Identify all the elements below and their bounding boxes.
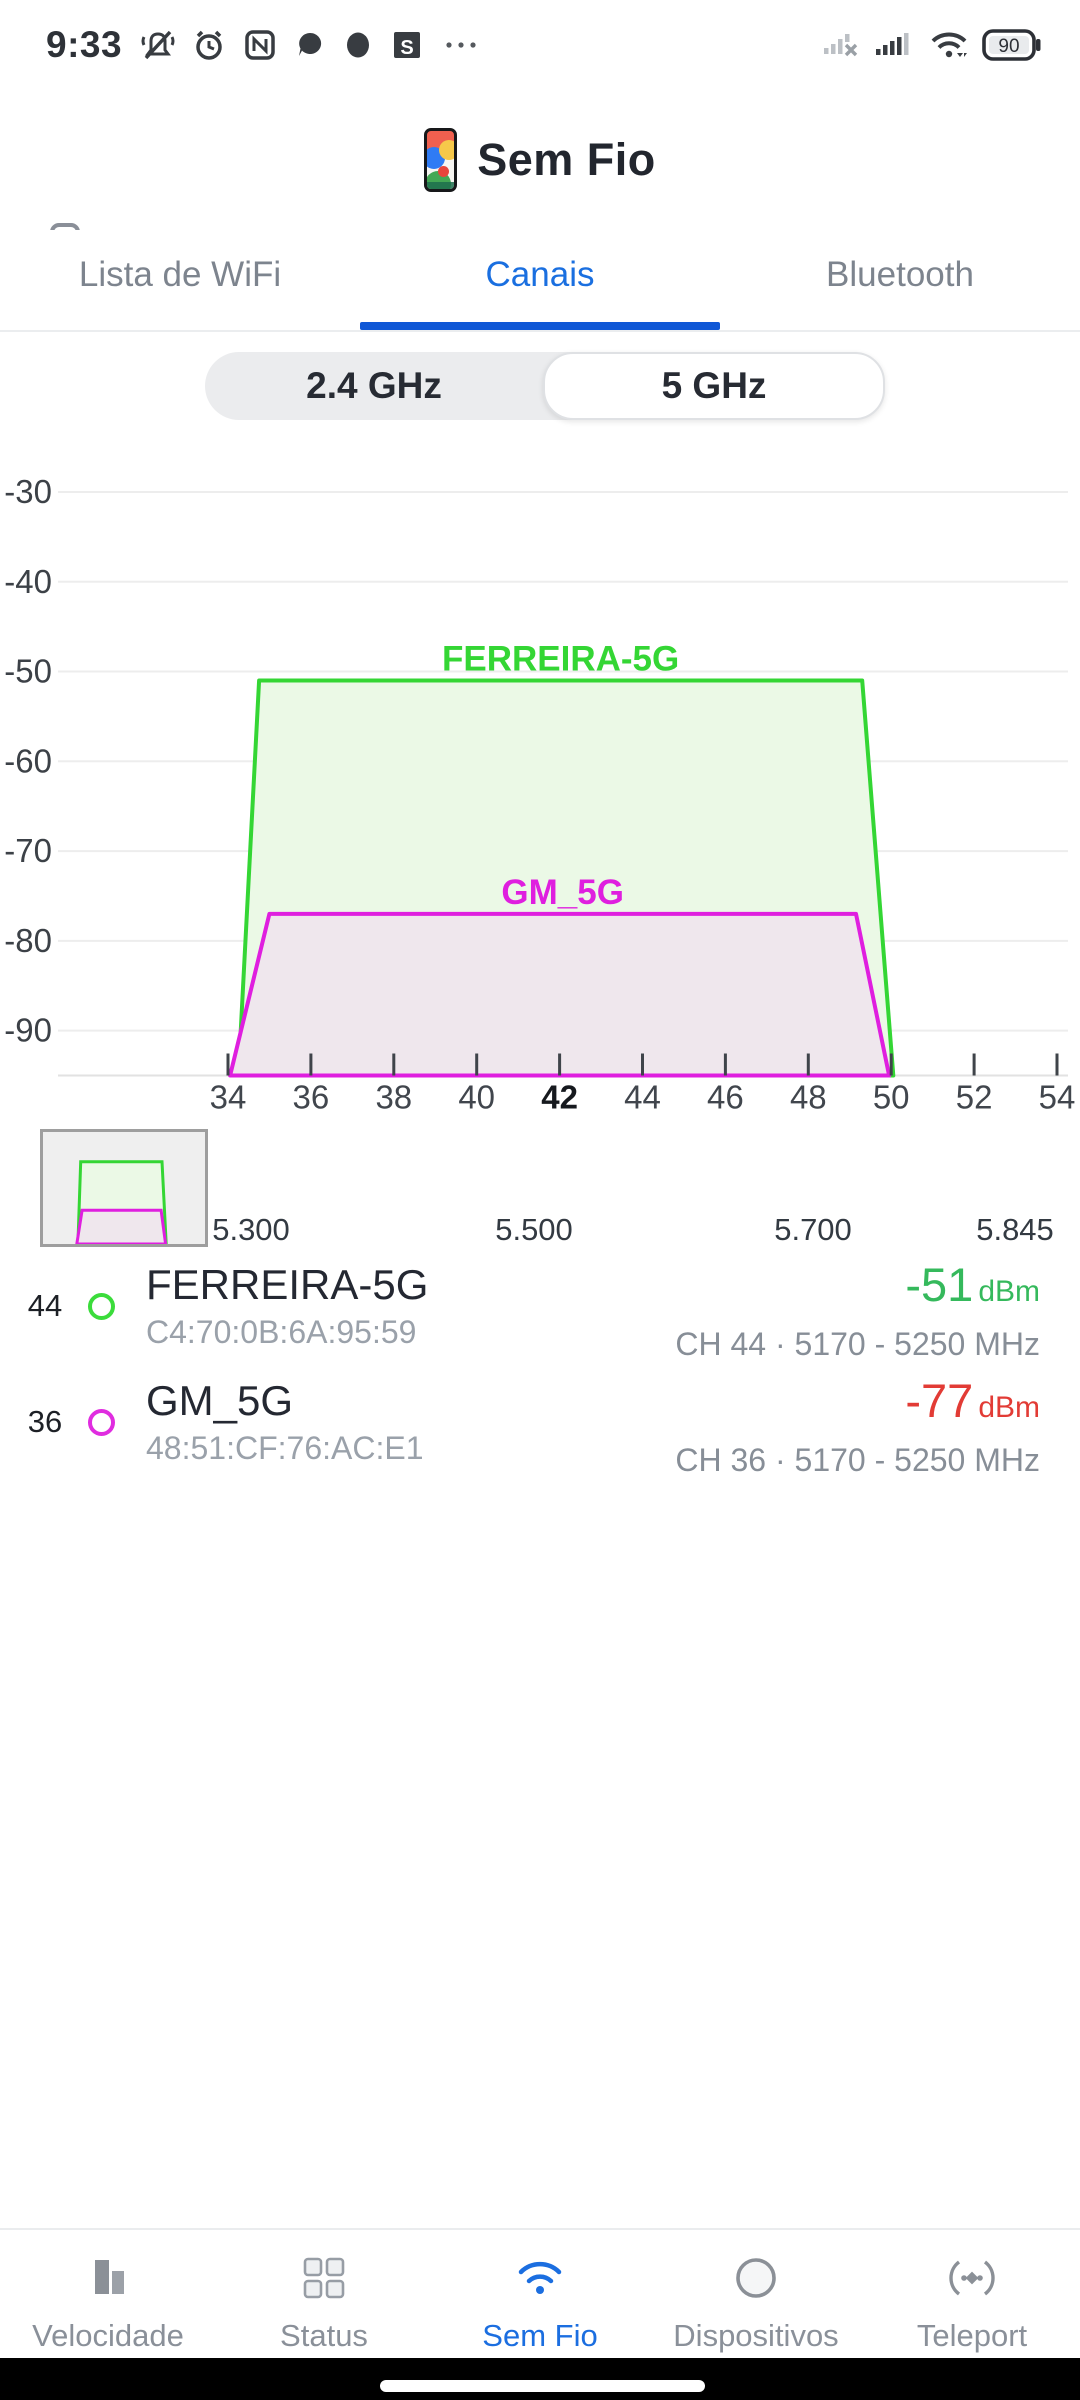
network-row-ferreira-5g[interactable]: 44 FERREIRA-5G C4:70:0B:6A:95:59 -51 dBm … [0, 1248, 1080, 1364]
signal-icon [876, 33, 909, 55]
frequency-axis: 5.300 5.500 5.700 5.845 [0, 1212, 1080, 1252]
speed-bars-icon [95, 2260, 124, 2294]
chart-minimap[interactable] [40, 1129, 208, 1247]
y-axis-label: -50 [4, 653, 52, 690]
system-navigation-area [0, 2358, 1080, 2400]
freq-label: 5.300 [212, 1212, 290, 1247]
x-axis-label: 42 [541, 1079, 578, 1112]
network-color-dot [88, 1409, 115, 1436]
x-axis-label: 46 [707, 1079, 744, 1112]
alarm-icon [196, 30, 222, 60]
wifi-icon [518, 2261, 562, 2294]
signal-value: -77 [905, 1374, 974, 1427]
freq-label: 5.700 [774, 1212, 852, 1247]
vibrate-off-icon [141, 30, 175, 60]
network-color-dot [88, 1293, 115, 1320]
app-logo-icon [424, 128, 458, 192]
y-axis-label: -70 [4, 832, 52, 869]
signal-unit: dBm [978, 1275, 1040, 1308]
network-detail: CH 36 · 5170 - 5250 MHz [675, 1442, 1040, 1478]
network-ssid: FERREIRA-5G [146, 1261, 429, 1308]
y-axis-label: -30 [4, 473, 52, 510]
status-bar: 9:33 S [0, 0, 1080, 90]
tab-lista-de-wifi[interactable]: Lista de WiFi [78, 255, 282, 294]
tab-bluetooth[interactable]: Bluetooth [826, 255, 974, 294]
chat-bubble-icon [299, 32, 322, 56]
nav-item-sem-fio[interactable]: Sem Fio [432, 2230, 648, 2358]
svg-text:90: 90 [998, 36, 1019, 57]
svg-text:S: S [400, 37, 413, 59]
y-axis-label: -40 [4, 563, 52, 600]
x-axis-label: 50 [873, 1079, 910, 1112]
freq-label: 5.845 [976, 1212, 1054, 1247]
active-tab-underline [360, 322, 720, 330]
x-axis-label: 36 [293, 1079, 330, 1112]
nav-item-teleport[interactable]: Teleport [864, 2230, 1080, 2358]
wifi-status-icon [931, 32, 967, 58]
minimap-series-GM_5G [75, 1208, 168, 1244]
bottom-nav-bar: Velocidade Status Sem Fio Dispositivos [0, 2228, 1080, 2358]
nav-item-status[interactable]: Status [216, 2230, 432, 2358]
signal-nosim-icon [824, 34, 858, 57]
band-option-24ghz[interactable]: 2.4 GHz [306, 365, 442, 406]
band-selector: 2.4 GHz 5 GHz [205, 352, 885, 420]
network-list: 44 FERREIRA-5G C4:70:0B:6A:95:59 -51 dBm … [0, 1248, 1080, 1480]
channel-chart[interactable]: -30 -40 -50 -60 -70 -80 -90 FERREIRA-5G GM_5G 34 3… [0, 440, 1080, 1112]
clock: 9:33 [46, 24, 123, 65]
y-axis-label: -60 [4, 742, 52, 779]
battery-icon: 90 [982, 29, 1041, 61]
s-badge-icon: S [394, 32, 421, 59]
devices-circle-icon [736, 2258, 776, 2298]
y-axis-label: -90 [4, 1012, 52, 1049]
x-axis-label: 44 [624, 1079, 661, 1112]
x-axis-label: 40 [458, 1079, 495, 1112]
network-mac: 48:51:CF:76:AC:E1 [146, 1430, 424, 1466]
channel-number: 36 [27, 1404, 63, 1439]
teleport-icon [949, 2260, 995, 2296]
network-mac: C4:70:0B:6A:95:59 [146, 1314, 417, 1350]
network-row-gm-5g[interactable]: 36 GM_5G 48:51:CF:76:AC:E1 -77 dBm CH 36 … [0, 1364, 1080, 1480]
series-area-GM_5G[interactable] [228, 911, 892, 1078]
channel-number: 44 [27, 1288, 63, 1323]
network-detail: CH 44 · 5170 - 5250 MHz [675, 1326, 1040, 1362]
x-axis-label: 54 [1039, 1079, 1076, 1112]
x-axis-label: 38 [375, 1079, 412, 1112]
series-label-FERREIRA-5G: FERREIRA-5G [442, 640, 679, 679]
tab-canais[interactable]: Canais [485, 255, 595, 294]
x-axis-label: 52 [956, 1079, 993, 1112]
circle-badge-icon [347, 32, 370, 58]
top-tab-bar: Lista de WiFi Canais Bluetooth [0, 230, 1080, 332]
page-title: Sem Fio [477, 134, 656, 185]
band-option-5ghz[interactable]: 5 GHz [543, 352, 885, 420]
x-axis-label: 34 [210, 1079, 247, 1112]
home-indicator[interactable] [380, 2380, 705, 2392]
signal-unit: dBm [978, 1391, 1040, 1424]
network-ssid: GM_5G [146, 1377, 294, 1424]
signal-value: -51 [905, 1258, 974, 1311]
more-dots-icon [446, 42, 476, 48]
app-header: Sem Fio [0, 90, 1080, 271]
series-label-GM_5G: GM_5G [501, 873, 624, 912]
nfc-icon [245, 30, 275, 60]
x-axis-label: 48 [790, 1079, 827, 1112]
nav-item-velocidade[interactable]: Velocidade [0, 2230, 216, 2358]
freq-label: 5.500 [495, 1212, 573, 1247]
status-grid-icon [303, 2257, 345, 2299]
nav-item-dispositivos[interactable]: Dispositivos [648, 2230, 864, 2358]
y-axis-label: -80 [4, 922, 52, 959]
